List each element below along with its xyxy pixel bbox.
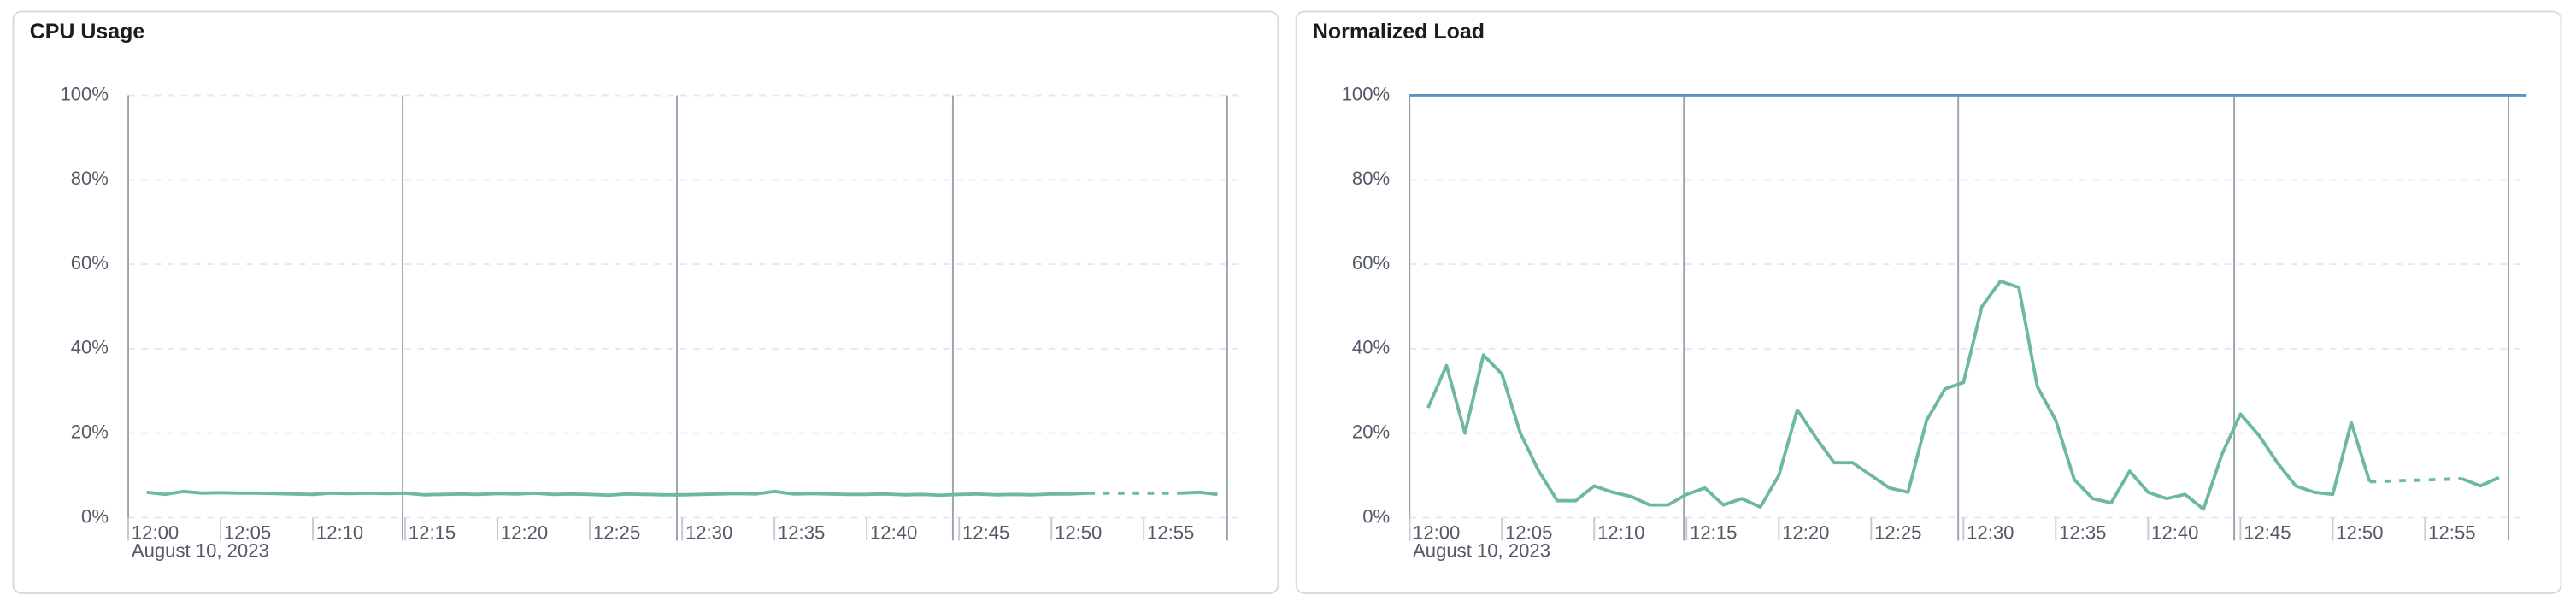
panel-title: Normalized Load bbox=[1313, 20, 1485, 44]
x-tick-label: 12:50 bbox=[1055, 522, 1102, 544]
x-tick-label: 12:55 bbox=[2428, 522, 2475, 544]
x-axis-date: August 10, 2023 bbox=[1413, 540, 1550, 562]
x-tick-label: 12:25 bbox=[1874, 522, 1921, 544]
y-tick-label: 20% bbox=[1352, 421, 1390, 442]
x-axis-date: August 10, 2023 bbox=[132, 540, 269, 562]
panel bbox=[1295, 10, 2562, 594]
x-tick-label: 12:30 bbox=[685, 522, 732, 544]
x-tick-label: 12:10 bbox=[1597, 522, 1644, 544]
y-tick-label: 100% bbox=[1342, 83, 1391, 104]
y-tick-label: 0% bbox=[81, 505, 109, 527]
x-tick-label: 12:10 bbox=[316, 522, 363, 544]
y-tick-label: 100% bbox=[60, 83, 109, 104]
y-tick-label: 20% bbox=[71, 421, 109, 442]
x-tick-label: 12:15 bbox=[1690, 522, 1737, 544]
x-tick-label: 12:20 bbox=[1782, 522, 1829, 544]
x-tick-label: 12:35 bbox=[778, 522, 825, 544]
x-tick-label: 12:35 bbox=[2059, 522, 2106, 544]
y-tick-label: 40% bbox=[71, 337, 109, 358]
x-tick-label: 12:40 bbox=[2151, 522, 2198, 544]
data-line bbox=[146, 489, 1218, 498]
y-tick-label: 40% bbox=[1352, 337, 1390, 358]
x-tick-label: 12:15 bbox=[409, 522, 456, 544]
x-tick-label: 12:50 bbox=[2336, 522, 2383, 544]
x-tick-label: 12:30 bbox=[1967, 522, 2014, 544]
panel bbox=[12, 10, 1279, 594]
x-tick-label: 12:05 bbox=[224, 522, 271, 544]
y-tick-label: 80% bbox=[71, 168, 109, 189]
x-tick-label: 12:20 bbox=[501, 522, 548, 544]
x-tick-label: 12:00 bbox=[132, 522, 179, 544]
x-tick-label: 12:00 bbox=[1413, 522, 1460, 544]
x-tick-label: 12:45 bbox=[2244, 522, 2291, 544]
panel-title: CPU Usage bbox=[30, 20, 145, 44]
x-tick-label: 12:05 bbox=[1505, 522, 1552, 544]
x-tick-label: 12:40 bbox=[870, 522, 917, 544]
x-tick-label: 12:25 bbox=[593, 522, 640, 544]
gap-connector bbox=[2369, 477, 2462, 484]
y-tick-label: 80% bbox=[1352, 168, 1390, 189]
x-tick-label: 12:55 bbox=[1147, 522, 1194, 544]
data-line bbox=[1426, 279, 2500, 511]
x-tick-label: 12:45 bbox=[962, 522, 1009, 544]
y-tick-label: 60% bbox=[71, 252, 109, 274]
y-tick-label: 60% bbox=[1352, 252, 1390, 274]
y-tick-label: 0% bbox=[1362, 505, 1390, 527]
